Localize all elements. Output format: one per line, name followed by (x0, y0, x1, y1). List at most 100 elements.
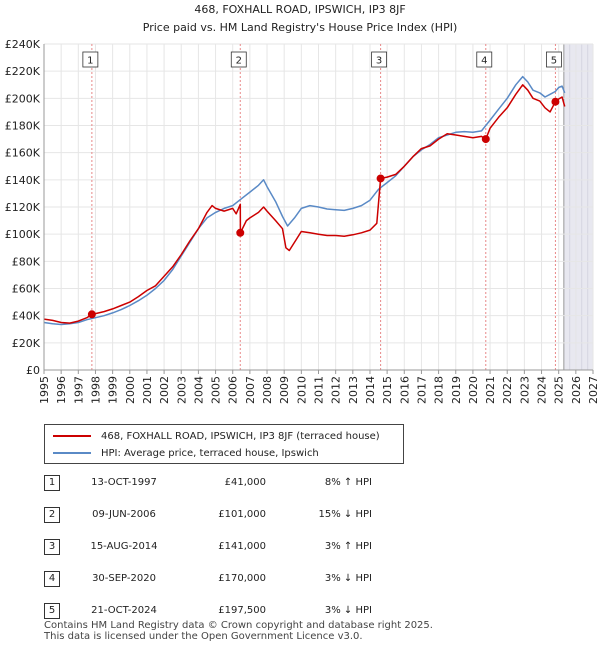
sale-number-badge: 2 (44, 507, 60, 523)
x-tick-label: 2020 (467, 376, 480, 404)
x-tick-label: 2015 (381, 376, 394, 404)
sale-label-number: 5 (551, 56, 557, 67)
x-tick-label: 2022 (501, 376, 514, 404)
x-tick-label: 2000 (124, 376, 137, 404)
price-chart: 468, FOXHALL ROAD, IPSWICH, IP3 8JF Pric… (5, 3, 600, 404)
series-line-hpi (43, 75, 566, 326)
sale-label-box (546, 51, 562, 68)
y-tick-label: £180K (5, 120, 41, 133)
sale-number-badge: 1 (44, 475, 60, 491)
x-tick-label: 2011 (313, 376, 326, 404)
sale-date: 30-SEP-2020 (92, 573, 156, 584)
x-tick-label: 2003 (175, 376, 188, 404)
sale-number-badge: 5 (44, 603, 60, 619)
legend-item-hpi: HPI: Average price, terraced house, Ipsw… (53, 446, 319, 460)
sale-date: 15-AUG-2014 (90, 541, 158, 552)
y-tick-label: £60K (12, 283, 41, 296)
x-tick-label: 2019 (450, 376, 463, 404)
sale-hpi-diff: 3% ↓ HPI (324, 573, 372, 584)
sale-price: £101,000 (218, 509, 266, 520)
y-tick-label: £220K (5, 65, 41, 78)
sale-point (87, 310, 96, 319)
x-tick-label: 1998 (89, 376, 102, 404)
y-tick-label: £140K (5, 174, 41, 187)
x-tick-label: 2001 (141, 376, 154, 404)
y-tick-label: £120K (5, 201, 41, 214)
y-tick-label: £80K (12, 255, 41, 268)
x-tick-label: 2014 (364, 376, 377, 404)
chart-legend: 468, FOXHALL ROAD, IPSWICH, IP3 8JF (ter… (44, 424, 404, 464)
x-tick-label: 2025 (553, 376, 566, 404)
x-tick-label: 2004 (192, 376, 205, 404)
sale-hpi-diff: 3% ↑ HPI (324, 541, 372, 552)
sale-point (551, 97, 560, 106)
y-tick-label: £240K (5, 38, 41, 51)
legend-swatch-property (53, 435, 91, 437)
x-tick-label: 2021 (484, 376, 497, 404)
sale-label-number: 1 (87, 56, 93, 67)
x-tick-label: 2026 (570, 376, 583, 404)
x-tick-label: 2024 (536, 376, 549, 404)
chart-subtitle: Price paid vs. HM Land Registry's House … (143, 21, 458, 34)
table-row: 1 13-OCT-1997 £41,000 8% ↑ HPI (0, 472, 600, 492)
footer-note: Contains HM Land Registry data © Crown c… (44, 620, 433, 642)
sale-label-box (476, 51, 493, 68)
legend-swatch-hpi (53, 452, 91, 454)
sale-label-number: 2 (236, 56, 242, 67)
sale-label-number: 4 (481, 56, 487, 67)
sale-date: 21-OCT-2024 (91, 605, 157, 616)
y-tick-label: £100K (5, 228, 41, 241)
sale-label-box (230, 51, 247, 68)
x-tick-label: 1995 (38, 376, 51, 404)
y-tick-label: £200K (5, 92, 41, 105)
chart-title: 468, FOXHALL ROAD, IPSWICH, IP3 8JF (194, 3, 405, 16)
sale-hpi-diff: 15% ↓ HPI (318, 509, 372, 520)
sale-price: £197,500 (218, 605, 266, 616)
x-tick-label: 2002 (158, 376, 171, 404)
legend-label-property: 468, FOXHALL ROAD, IPSWICH, IP3 8JF (ter… (101, 430, 380, 442)
x-tick-label: 2006 (227, 376, 240, 404)
y-tick-label: £160K (5, 147, 41, 160)
legend-item-property: 468, FOXHALL ROAD, IPSWICH, IP3 8JF (ter… (53, 429, 380, 443)
table-row: 4 30-SEP-2020 £170,000 3% ↓ HPI (0, 568, 600, 588)
y-tick-label: £0 (26, 364, 40, 377)
table-row: 3 15-AUG-2014 £141,000 3% ↑ HPI (0, 536, 600, 556)
table-row: 2 09-JUN-2006 £101,000 15% ↓ HPI (0, 504, 600, 524)
copyright-text: Contains HM Land Registry data © Crown c… (44, 620, 433, 631)
sale-number-badge: 3 (44, 539, 60, 555)
sale-hpi-diff: 8% ↑ HPI (324, 477, 372, 488)
sale-hpi-diff: 3% ↓ HPI (324, 605, 372, 616)
sale-label-box (371, 51, 388, 68)
x-tick-label: 2016 (398, 376, 411, 404)
sale-point (236, 228, 245, 237)
table-row: 5 21-OCT-2024 £197,500 3% ↓ HPI (0, 600, 600, 620)
x-tick-label: 1997 (72, 376, 85, 404)
sale-price: £41,000 (224, 477, 266, 488)
legend-label-hpi: HPI: Average price, terraced house, Ipsw… (101, 447, 319, 459)
sale-date: 09-JUN-2006 (92, 509, 156, 520)
sale-point (376, 174, 385, 183)
x-tick-label: 2007 (244, 376, 257, 404)
licence-text: This data is licensed under the Open Gov… (44, 631, 363, 642)
x-tick-label: 2017 (415, 376, 428, 404)
sale-price: £170,000 (218, 573, 266, 584)
y-tick-label: £40K (12, 310, 41, 323)
sale-point (481, 135, 490, 144)
sale-label-number: 3 (376, 56, 382, 67)
x-tick-label: 2010 (295, 376, 308, 404)
sale-number-badge: 4 (44, 571, 60, 587)
series-line-property (43, 84, 566, 324)
x-tick-label: 2023 (518, 376, 531, 404)
x-tick-label: 1999 (107, 376, 120, 404)
x-tick-label: 2009 (278, 376, 291, 404)
sale-price: £141,000 (218, 541, 266, 552)
x-tick-label: 2008 (261, 376, 274, 404)
x-tick-label: 2027 (587, 376, 600, 404)
y-tick-label: £20K (12, 337, 41, 350)
x-tick-label: 2018 (433, 376, 446, 404)
sale-date: 13-OCT-1997 (91, 477, 157, 488)
x-tick-label: 2012 (330, 376, 343, 404)
x-tick-label: 2013 (347, 376, 360, 404)
sale-label-box (82, 51, 99, 68)
x-tick-label: 1996 (55, 376, 68, 404)
